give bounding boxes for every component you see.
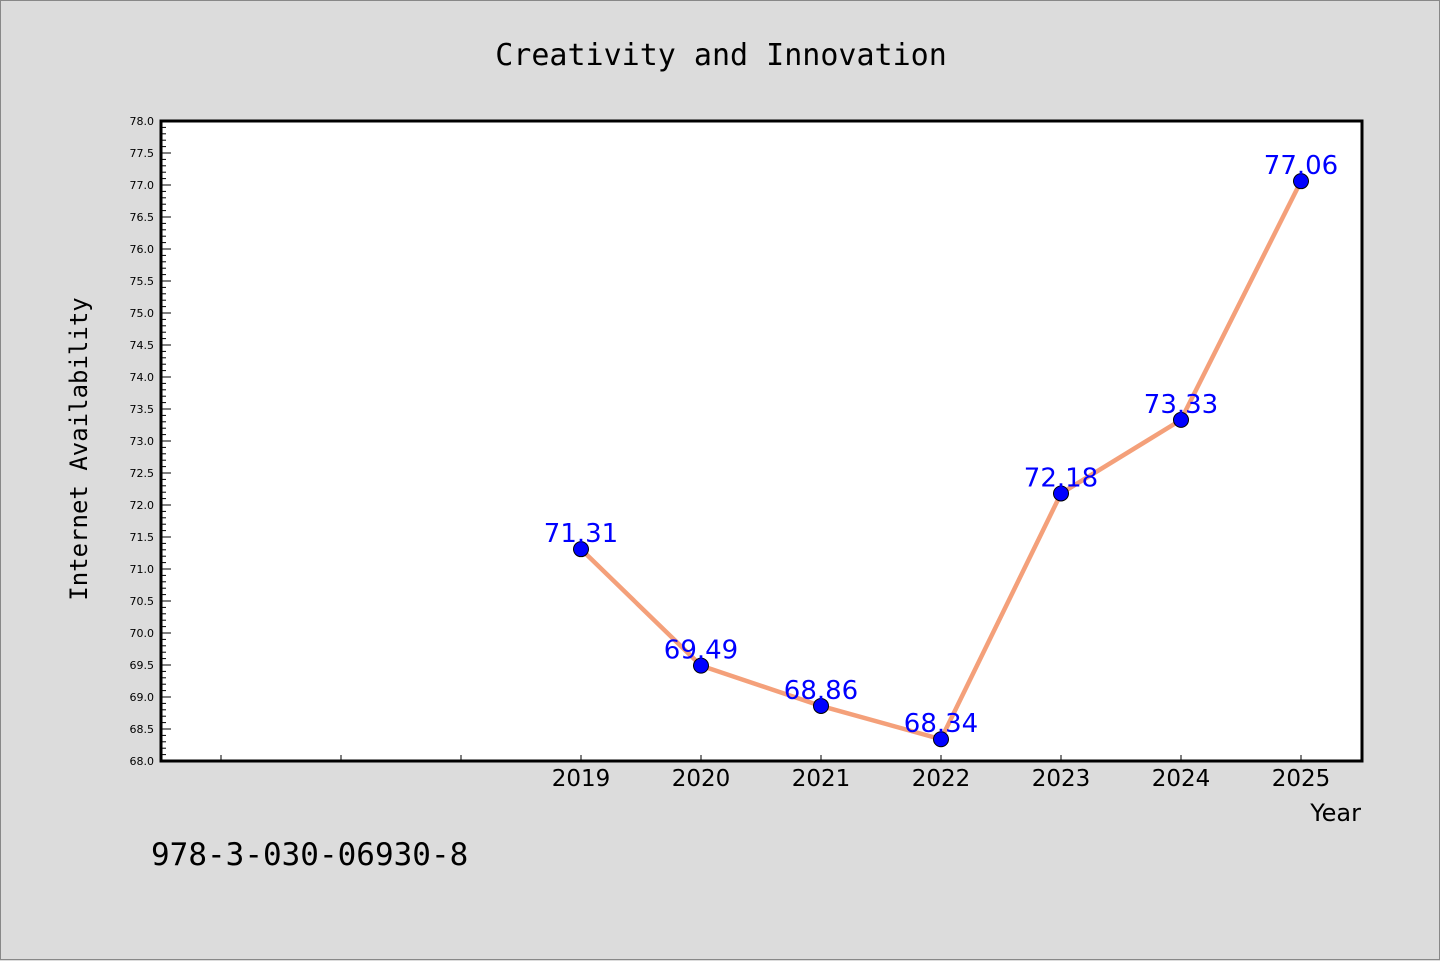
x-tick-label: 2021 <box>792 766 851 792</box>
x-tick-label: 2024 <box>1152 766 1211 792</box>
y-axis: 68.0 68.5 69.0 69.5 70.0 70.5 71.0 71.5 72.0 72.5… <box>130 115 171 768</box>
data-markers <box>573 173 1309 748</box>
y-tick-label: 74.0 <box>130 371 155 384</box>
x-tick-label: 2023 <box>1032 766 1091 792</box>
y-tick-label: 73.5 <box>130 403 155 416</box>
x-tick-label: 2020 <box>672 766 731 792</box>
y-tick-label: 69.0 <box>130 691 155 704</box>
y-tick-label: 77.5 <box>130 147 155 160</box>
y-tick-label: 68.0 <box>130 755 155 768</box>
data-label: 77.06 <box>1264 151 1338 181</box>
y-tick-label: 71.5 <box>130 531 155 544</box>
y-tick-label: 68.5 <box>130 723 155 736</box>
y-tick-label: 72.5 <box>130 467 155 480</box>
x-axis-label: Year <box>1309 799 1361 827</box>
data-point <box>1293 173 1309 190</box>
data-point <box>933 731 949 748</box>
y-tick-label: 78.0 <box>130 115 155 128</box>
x-axis: 2019 2020 2021 2022 2023 2024 2025 <box>220 755 1331 792</box>
data-label: 68.34 <box>904 709 978 739</box>
y-tick-label: 71.0 <box>130 563 155 576</box>
data-point <box>1173 411 1189 428</box>
y-tick-label: 77.0 <box>130 179 155 192</box>
chart-title: Creativity and Innovation <box>495 38 947 73</box>
footer-isbn: 978-3-030-06930-8 <box>151 837 468 873</box>
plot-area <box>159 119 1364 763</box>
y-tick-label: 75.5 <box>130 275 155 288</box>
y-tick-label: 70.0 <box>130 627 155 640</box>
data-point <box>1053 485 1069 502</box>
data-labels: 71.31 69.49 68.86 68.34 72.18 73.33 77.06 <box>544 151 1338 739</box>
y-tick-label: 72.0 <box>130 499 155 512</box>
data-label: 72.18 <box>1024 463 1098 493</box>
data-point <box>573 541 589 558</box>
data-label: 71.31 <box>544 519 618 549</box>
x-tick-label: 2025 <box>1272 766 1331 792</box>
y-tick-label: 73.0 <box>130 435 155 448</box>
y-tick-label: 76.5 <box>130 211 155 224</box>
y-tick-label: 69.5 <box>130 659 155 672</box>
x-tick-label: 2022 <box>912 766 971 792</box>
x-tick-label: 2019 <box>552 766 611 792</box>
y-tick-label: 75.0 <box>130 307 155 320</box>
data-label: 68.86 <box>784 676 858 706</box>
y-tick-label: 70.5 <box>130 595 155 608</box>
y-tick-label: 74.5 <box>130 339 155 352</box>
data-point <box>693 657 709 674</box>
y-tick-label: 76.0 <box>130 243 155 256</box>
data-point <box>813 697 829 714</box>
data-label: 73.33 <box>1144 390 1218 420</box>
data-label: 69.49 <box>664 636 738 666</box>
y-axis-label: Internet Availability <box>65 297 93 600</box>
